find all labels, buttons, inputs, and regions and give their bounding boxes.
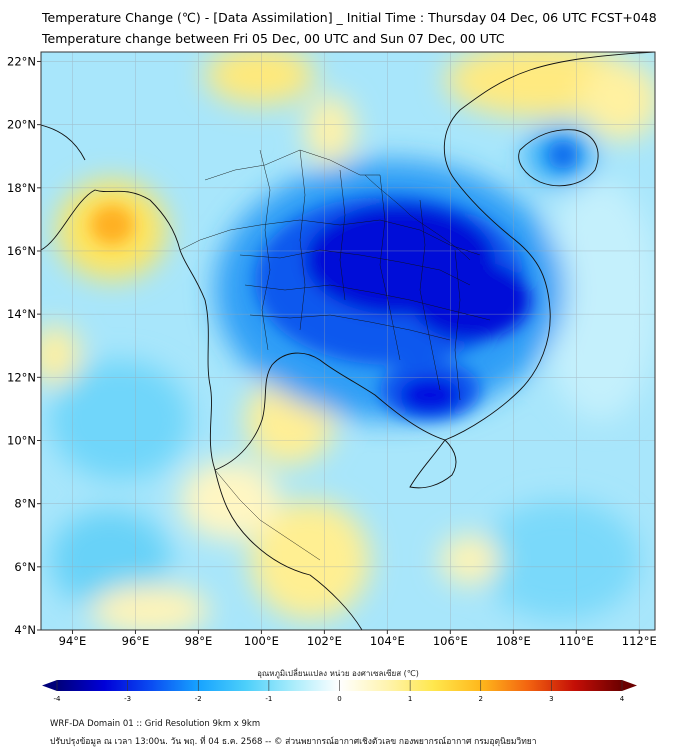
lat-tick-label: 20°N	[7, 118, 36, 132]
colorbar-tick-label: 1	[408, 695, 412, 703]
lat-tick-label: 14°N	[7, 307, 36, 321]
footer-model-info: WRF-DA Domain 01 :: Grid Resolution 9km …	[50, 719, 261, 729]
colorbar-min-arrow	[42, 680, 57, 691]
colorbar-max-arrow	[622, 680, 637, 691]
colorbar-ticks: -4 -3 -2 -1 0 1 2 3 4	[54, 680, 625, 703]
lon-tick-label: 108°E	[496, 634, 531, 648]
colorbar-tick-label: 0	[337, 695, 341, 703]
lon-tick-label: 112°E	[622, 634, 657, 648]
colorbar-tick-label: 4	[620, 695, 625, 703]
lon-tick-label: 98°E	[185, 634, 213, 648]
lat-tick-label: 8°N	[14, 497, 36, 511]
title-line-2: Temperature change between Fri 05 Dec, 0…	[42, 31, 505, 46]
lon-tick-label: 94°E	[59, 634, 87, 648]
latitude-axis: 22°N 20°N 18°N 16°N 14°N 12°N 10°N 8°N 6°N 4°N	[7, 54, 41, 637]
lon-tick-label: 100°E	[244, 634, 279, 648]
lat-tick-label: 16°N	[7, 244, 36, 258]
lon-tick-label: 102°E	[307, 634, 342, 648]
temperature-change-map: 94°E 96°E 98°E 100°E 102°E 104°E 106°E 108°E 110…	[7, 51, 657, 648]
colorbar-tick-label: -2	[195, 695, 202, 703]
title-line-1: Temperature Change (℃) - [Data Assimilat…	[42, 10, 657, 25]
colorbar-tick-label: -3	[124, 695, 131, 703]
temperature-field	[41, 52, 655, 630]
colorbar-tick-label: 2	[479, 695, 483, 703]
lon-tick-label: 96°E	[122, 634, 150, 648]
lat-tick-label: 10°N	[7, 433, 36, 447]
lat-tick-label: 22°N	[7, 54, 36, 68]
colorbar-label: อุณหภูมิเปลี่ยนแปลง หน่วย องศาเซลเซียส (…	[257, 669, 419, 678]
lon-tick-label: 104°E	[370, 634, 405, 648]
lat-tick-label: 12°N	[7, 370, 36, 384]
footer-update-info: ปรับปรุงข้อมูล ณ เวลา 13:00น. วัน พฤ. ที…	[50, 737, 537, 747]
colorbar-tick-label: -1	[265, 695, 272, 703]
lat-tick-label: 18°N	[7, 181, 36, 195]
gridlines	[41, 52, 655, 630]
colorbar-tick-label: 3	[549, 695, 553, 703]
colorbar-tick-label: -4	[54, 695, 62, 703]
lat-tick-label: 4°N	[14, 623, 36, 637]
lon-tick-label: 106°E	[433, 634, 468, 648]
longitude-axis: 94°E 96°E 98°E 100°E 102°E 104°E 106°E 108°E 110…	[59, 630, 657, 648]
colorbar-bar	[57, 680, 622, 691]
lon-tick-label: 110°E	[559, 634, 594, 648]
province-borders	[179, 149, 491, 561]
map-frame	[40, 51, 656, 631]
lat-tick-label: 6°N	[14, 560, 36, 574]
coastlines	[41, 52, 655, 630]
